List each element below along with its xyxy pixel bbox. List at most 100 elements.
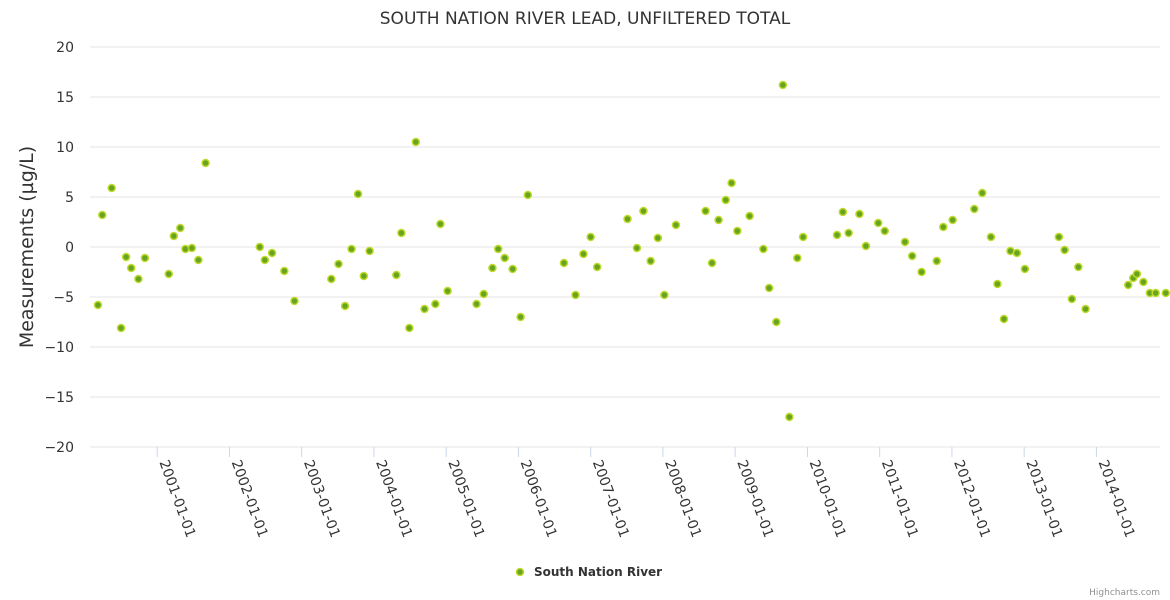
data-point[interactable] — [745, 211, 754, 221]
data-point[interactable] — [586, 232, 595, 242]
data-point[interactable] — [1054, 232, 1064, 242]
data-point[interactable] — [838, 207, 848, 217]
legend-item-label[interactable]: South Nation River — [534, 565, 662, 579]
data-point[interactable] — [993, 279, 1002, 289]
data-point[interactable] — [479, 289, 489, 299]
data-point[interactable] — [392, 270, 401, 280]
data-point[interactable] — [785, 412, 794, 422]
data-point[interactable] — [798, 232, 808, 242]
data-point[interactable] — [443, 286, 452, 296]
data-point[interactable] — [1067, 294, 1077, 304]
data-point[interactable] — [397, 228, 406, 238]
data-point[interactable] — [733, 226, 742, 236]
data-point[interactable] — [1151, 288, 1160, 298]
data-point[interactable] — [660, 290, 669, 300]
data-point[interactable] — [778, 80, 788, 90]
data-point[interactable] — [639, 206, 648, 216]
data-point[interactable] — [917, 267, 926, 277]
data-point[interactable] — [721, 195, 731, 205]
data-point[interactable] — [353, 189, 363, 199]
data-point[interactable] — [986, 232, 996, 242]
data-point[interactable] — [571, 290, 580, 300]
data-point[interactable] — [280, 266, 289, 276]
data-point[interactable] — [861, 241, 871, 251]
data-point[interactable] — [431, 299, 440, 309]
data-point[interactable] — [978, 188, 987, 198]
data-point[interactable] — [844, 228, 853, 238]
data-point[interactable] — [900, 237, 910, 247]
data-point[interactable] — [347, 244, 356, 254]
data-point[interactable] — [134, 274, 143, 284]
data-point[interactable] — [290, 296, 299, 306]
data-point[interactable] — [764, 283, 774, 293]
data-point[interactable] — [671, 220, 681, 230]
data-point[interactable] — [727, 178, 736, 188]
data-point[interactable] — [523, 190, 533, 200]
data-point[interactable] — [508, 264, 517, 274]
data-point[interactable] — [405, 323, 414, 333]
data-point[interactable] — [472, 299, 481, 309]
data-points[interactable] — [93, 80, 1170, 422]
data-point[interactable] — [176, 223, 185, 233]
data-point[interactable] — [194, 255, 203, 265]
data-point[interactable] — [365, 246, 374, 256]
data-point[interactable] — [592, 262, 602, 272]
data-point[interactable] — [623, 214, 632, 224]
data-point[interactable] — [855, 209, 864, 219]
data-point[interactable] — [880, 226, 889, 236]
data-point[interactable] — [500, 253, 509, 263]
data-point[interactable] — [359, 271, 369, 281]
data-point[interactable] — [907, 251, 917, 261]
data-point[interactable] — [187, 243, 197, 253]
data-point[interactable] — [493, 244, 503, 254]
data-point[interactable] — [488, 263, 497, 273]
data-point[interactable] — [327, 274, 336, 284]
data-point[interactable] — [93, 300, 103, 310]
data-point[interactable] — [107, 183, 116, 193]
data-point[interactable] — [1161, 288, 1170, 298]
data-point[interactable] — [267, 248, 277, 258]
data-point[interactable] — [714, 215, 723, 225]
data-point[interactable] — [420, 304, 429, 314]
data-point[interactable] — [1139, 277, 1148, 287]
data-point[interactable] — [169, 231, 179, 241]
data-point[interactable] — [772, 317, 781, 327]
data-point[interactable] — [98, 210, 107, 220]
data-point[interactable] — [832, 230, 842, 240]
data-point[interactable] — [707, 258, 717, 268]
data-point[interactable] — [632, 243, 642, 253]
data-point[interactable] — [140, 253, 150, 263]
legend[interactable]: South Nation River — [515, 565, 663, 579]
data-point[interactable] — [759, 244, 768, 254]
data-point[interactable] — [653, 233, 663, 243]
data-point[interactable] — [436, 219, 445, 229]
data-point[interactable] — [1074, 262, 1083, 272]
data-point[interactable] — [873, 218, 883, 228]
data-point[interactable] — [1123, 280, 1133, 290]
data-point[interactable] — [340, 301, 350, 311]
data-point[interactable] — [793, 253, 802, 263]
data-point[interactable] — [1020, 264, 1030, 274]
data-point[interactable] — [516, 312, 525, 322]
data-point[interactable] — [126, 263, 136, 273]
data-point[interactable] — [646, 256, 655, 266]
data-point[interactable] — [999, 314, 1009, 324]
legend-marker[interactable] — [515, 567, 525, 577]
data-point[interactable] — [970, 204, 979, 214]
data-point[interactable] — [255, 242, 265, 252]
data-point[interactable] — [334, 259, 343, 269]
data-point[interactable] — [1132, 269, 1142, 279]
data-point[interactable] — [932, 256, 942, 266]
data-point[interactable] — [579, 249, 588, 259]
data-point[interactable] — [701, 206, 710, 216]
data-point[interactable] — [116, 323, 126, 333]
data-point[interactable] — [411, 137, 421, 147]
data-point[interactable] — [939, 222, 948, 232]
data-point[interactable] — [1081, 304, 1090, 314]
data-point[interactable] — [121, 252, 131, 262]
data-point[interactable] — [1012, 248, 1022, 258]
data-point[interactable] — [260, 255, 270, 265]
data-point[interactable] — [164, 269, 174, 279]
data-point[interactable] — [559, 258, 569, 268]
data-point[interactable] — [1060, 245, 1069, 255]
